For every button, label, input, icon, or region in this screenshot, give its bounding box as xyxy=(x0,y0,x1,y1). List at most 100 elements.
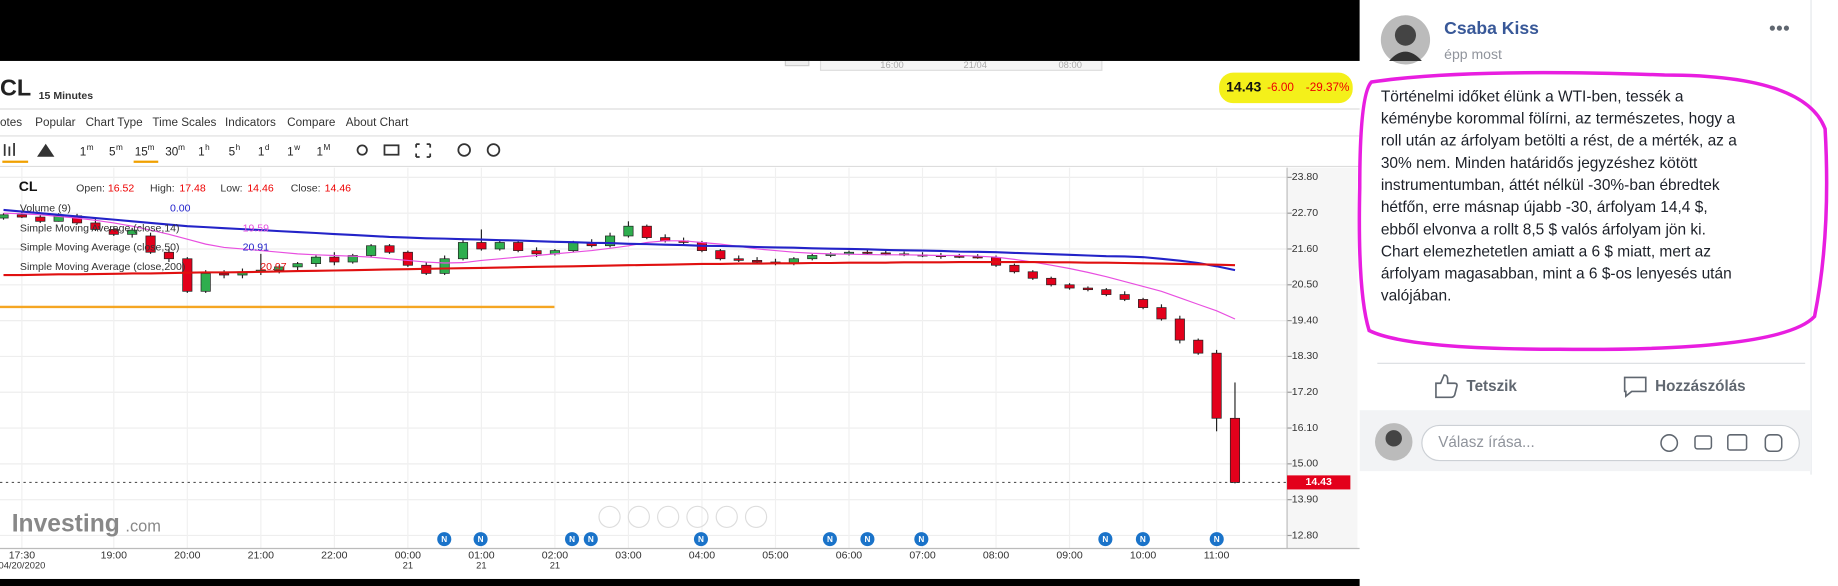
news-marker[interactable] xyxy=(822,532,837,547)
legend-high: 17.48 xyxy=(179,182,205,194)
menu-item[interactable]: Indicators xyxy=(225,116,276,129)
news-marker-label: N xyxy=(1140,535,1146,544)
emoji-icon[interactable] xyxy=(1660,434,1679,452)
legend-volume-label: Volume (9) xyxy=(20,202,71,214)
timeframe-unit[interactable]: m xyxy=(116,143,123,152)
cloud-icon[interactable] xyxy=(457,143,471,157)
timestamp[interactable]: épp most xyxy=(1444,46,1502,62)
comment-icon[interactable] xyxy=(1623,376,1647,398)
x-tick-label: 10:00 xyxy=(1130,549,1156,561)
comment-button[interactable]: Hozzászólás xyxy=(1655,378,1746,395)
timeframe-number[interactable]: 1 xyxy=(258,145,265,158)
news-marker-label: N xyxy=(441,535,447,544)
candle-body xyxy=(972,256,983,259)
y-tick-label: 16.10 xyxy=(1292,422,1318,434)
more-menu[interactable] xyxy=(1769,25,1790,31)
legend-symbol: CL xyxy=(19,178,38,194)
timeframe-number[interactable]: 1 xyxy=(198,145,205,158)
legend-indicator-value: 19.59 xyxy=(243,222,269,234)
candle-body xyxy=(329,256,340,263)
reply-input[interactable] xyxy=(1421,424,1800,462)
timeframe-number[interactable]: 1 xyxy=(80,145,87,158)
timeframe-number[interactable]: 30 xyxy=(165,145,179,158)
candle-body xyxy=(862,251,873,254)
news-marker[interactable] xyxy=(564,532,580,547)
candle-body xyxy=(531,250,542,255)
change: -6.00 xyxy=(1267,81,1294,94)
nav-button[interactable] xyxy=(744,505,768,528)
timeframe-unit[interactable]: d xyxy=(265,143,270,152)
settings-icon[interactable] xyxy=(356,144,368,156)
news-marker[interactable] xyxy=(473,532,488,547)
x-tick-label: 17:30 xyxy=(9,549,35,561)
candle-body xyxy=(641,225,652,238)
news-marker[interactable] xyxy=(1098,532,1113,547)
gif-icon[interactable] xyxy=(1727,434,1748,451)
cloud-icon[interactable] xyxy=(486,143,501,157)
menu-item[interactable]: Chart Type xyxy=(86,116,143,129)
news-marker[interactable] xyxy=(583,532,598,547)
post-line: árfolyam magasabban, mint a 6 $-os lenye… xyxy=(1381,266,1732,283)
x-tick-label: 09:00 xyxy=(1056,549,1082,561)
candle-body xyxy=(1138,299,1149,308)
price: 14.43 xyxy=(1226,79,1261,95)
nav-button[interactable] xyxy=(686,505,709,528)
news-marker[interactable] xyxy=(1209,532,1224,547)
photo-icon[interactable] xyxy=(1694,435,1713,450)
news-marker[interactable] xyxy=(693,532,709,547)
nav-button[interactable] xyxy=(715,505,738,528)
news-marker-label: N xyxy=(864,535,870,544)
chart-area: 12.80 13.90 15.00 16.10 17.20 18.30 19.40 20.50… xyxy=(0,167,1360,571)
fullscreen-icon[interactable] xyxy=(415,143,432,158)
timeframe-unit[interactable]: w xyxy=(293,143,300,152)
legend-indicator: Simple Moving Average (close,50) xyxy=(20,242,180,254)
sticker-icon[interactable] xyxy=(1764,434,1783,452)
timeframe-number[interactable]: 5 xyxy=(229,145,236,158)
menu-item[interactable]: otes xyxy=(0,116,22,129)
news-marker[interactable] xyxy=(437,532,452,547)
timeframe-unit[interactable]: h xyxy=(236,143,241,152)
news-marker[interactable] xyxy=(860,532,875,547)
candle-body xyxy=(1119,294,1130,300)
menu-item[interactable]: About Chart xyxy=(346,116,409,129)
last-price-box xyxy=(1287,475,1351,490)
camera-icon[interactable] xyxy=(383,144,400,156)
news-marker[interactable] xyxy=(914,532,929,547)
menu-item[interactable]: Compare xyxy=(287,116,335,129)
nav-button[interactable] xyxy=(657,505,680,528)
news-marker[interactable] xyxy=(1135,532,1150,547)
timeframe-unit[interactable]: M xyxy=(324,143,331,152)
timeframe-unit[interactable]: h xyxy=(205,143,210,152)
timeframe-number[interactable]: 1 xyxy=(316,145,323,158)
nav-button[interactable] xyxy=(598,505,621,528)
menu-item[interactable]: Popular xyxy=(35,116,75,129)
x-tick-label: 21:00 xyxy=(248,549,274,561)
last-price-label: 14.43 xyxy=(1306,476,1332,488)
like-icon[interactable] xyxy=(1435,374,1458,399)
post-line: instrumentumban, áttét nélkül -30%-ban é… xyxy=(1381,177,1720,194)
candle-icon[interactable] xyxy=(3,142,15,156)
toolbar-icons xyxy=(2,142,501,163)
candle-body xyxy=(182,258,193,292)
candle-body xyxy=(219,273,230,276)
timeframe-unit[interactable]: m xyxy=(178,143,185,152)
post-line: kéménybe korommal fölírni, az természete… xyxy=(1381,111,1736,128)
dot xyxy=(1769,25,1775,31)
nav-controls xyxy=(598,505,768,528)
timeframe-number[interactable]: 15 xyxy=(135,145,149,158)
timeframe-number[interactable]: 1 xyxy=(287,145,294,158)
author[interactable]: Csaba Kiss xyxy=(1444,18,1539,38)
timeframe-number[interactable]: 5 xyxy=(109,145,116,158)
like-button[interactable]: Tetszik xyxy=(1466,378,1517,395)
x-tick-label: 08:00 xyxy=(983,549,1009,561)
post-line: hétfőn, erre másnap újabb -30, árfolyam … xyxy=(1381,199,1708,216)
post-line: valójában. xyxy=(1381,288,1452,305)
mountain-icon[interactable] xyxy=(37,143,55,157)
timeframe-unit[interactable]: m xyxy=(148,143,155,152)
timeframe-unit[interactable]: m xyxy=(87,143,94,152)
menu-item[interactable]: Time Scales xyxy=(152,116,216,129)
candle-body xyxy=(733,258,744,261)
legend-low-label: Low: xyxy=(220,182,242,194)
nav-button[interactable] xyxy=(627,505,650,528)
legend-indicator-value: 20.97 xyxy=(260,261,286,273)
